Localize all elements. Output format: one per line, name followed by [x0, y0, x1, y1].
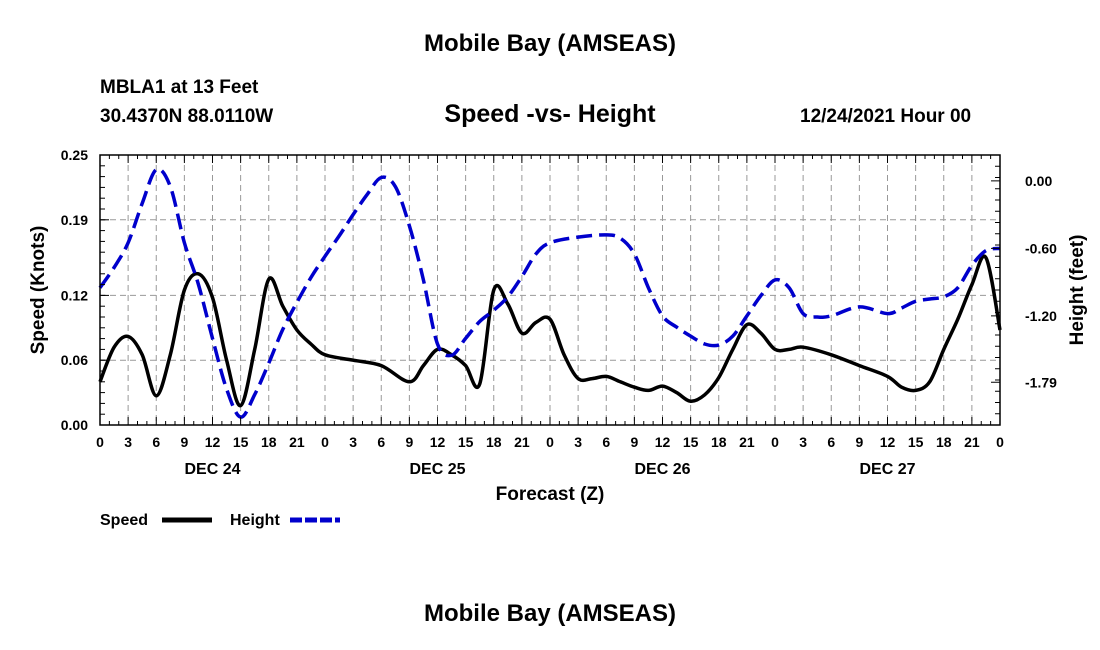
x-tick-label: 3 — [124, 434, 132, 450]
chart-labels: 0 3 6 9 12 15 18 21 0 3 6 9 12 15 18 21 0 3 6 9 12 15 18 21 0 3 6 9… — [28, 147, 1088, 505]
x-tick-label: 12 — [655, 434, 671, 450]
x-tick-label: 0 — [771, 434, 779, 450]
x-tick-label: 6 — [602, 434, 610, 450]
x-tick-label: 9 — [180, 434, 188, 450]
main-title: Mobile Bay (AMSEAS) — [423, 30, 677, 57]
coordinates-label: 30.4370N 88.0110W — [100, 106, 274, 127]
x-tick-label: 9 — [630, 434, 638, 450]
x-tick-label: 0 — [321, 434, 329, 450]
x-tick-label: 21 — [514, 434, 530, 450]
x-tick-label: 18 — [261, 434, 277, 450]
x-axis-title: Forecast (Z) — [496, 484, 605, 505]
station-label: MBLA1 at 13 Feet — [100, 77, 259, 98]
y-left-axis-title: Speed (Knots) — [28, 226, 49, 355]
x-tick-label: 12 — [205, 434, 221, 450]
x-tick-label: 15 — [683, 434, 699, 450]
y-left-tick-label: 0.25 — [61, 147, 88, 163]
day-label: DEC 27 — [859, 461, 915, 478]
x-tick-label: 6 — [377, 434, 385, 450]
y-right-tick-label: -1.20 — [1025, 308, 1057, 324]
x-tick-label: 12 — [880, 434, 896, 450]
y-left-tick-label: 0.00 — [61, 417, 88, 433]
chart-grid — [100, 155, 1000, 425]
chart-legend: Speed Height — [100, 512, 340, 529]
speed-series-line — [98, 254, 1002, 408]
footer-title: Mobile Bay (AMSEAS) — [423, 600, 677, 627]
y-right-tick-label: -0.60 — [1025, 240, 1057, 256]
x-tick-label: 6 — [152, 434, 160, 450]
x-tick-label: 12 — [430, 434, 446, 450]
x-tick-label: 18 — [711, 434, 727, 450]
chart-title: Speed -vs- Height — [444, 100, 656, 128]
chart-ticks — [99, 154, 1001, 426]
x-tick-label: 15 — [233, 434, 249, 450]
y-left-tick-label: 0.06 — [61, 352, 88, 368]
day-label: DEC 24 — [184, 461, 240, 478]
x-tick-label: 9 — [855, 434, 863, 450]
y-left-tick-label: 0.19 — [61, 212, 88, 228]
x-tick-label: 9 — [405, 434, 413, 450]
y-right-tick-label: -1.79 — [1025, 374, 1057, 390]
x-tick-label: 0 — [996, 434, 1004, 450]
x-tick-label: 3 — [799, 434, 807, 450]
x-tick-label: 15 — [908, 434, 924, 450]
x-tick-label: 15 — [458, 434, 474, 450]
y-left-tick-label: 0.12 — [61, 287, 88, 303]
y-right-tick-label: 0.00 — [1025, 173, 1052, 189]
x-tick-label: 0 — [546, 434, 554, 450]
x-tick-label: 6 — [827, 434, 835, 450]
legend-label-height: Height — [230, 512, 280, 529]
day-label: DEC 26 — [634, 461, 690, 478]
x-tick-label: 18 — [486, 434, 502, 450]
x-tick-label: 21 — [289, 434, 305, 450]
legend-label-speed: Speed — [100, 512, 148, 529]
x-tick-label: 3 — [349, 434, 357, 450]
y-right-axis-title: Height (feet) — [1067, 235, 1088, 346]
x-tick-label: 18 — [936, 434, 952, 450]
day-label: DEC 25 — [409, 461, 465, 478]
forecast-date: 12/24/2021 Hour 00 — [800, 106, 972, 127]
x-tick-label: 3 — [574, 434, 582, 450]
x-tick-label: 21 — [964, 434, 980, 450]
x-tick-label: 0 — [96, 434, 104, 450]
x-tick-label: 21 — [739, 434, 755, 450]
